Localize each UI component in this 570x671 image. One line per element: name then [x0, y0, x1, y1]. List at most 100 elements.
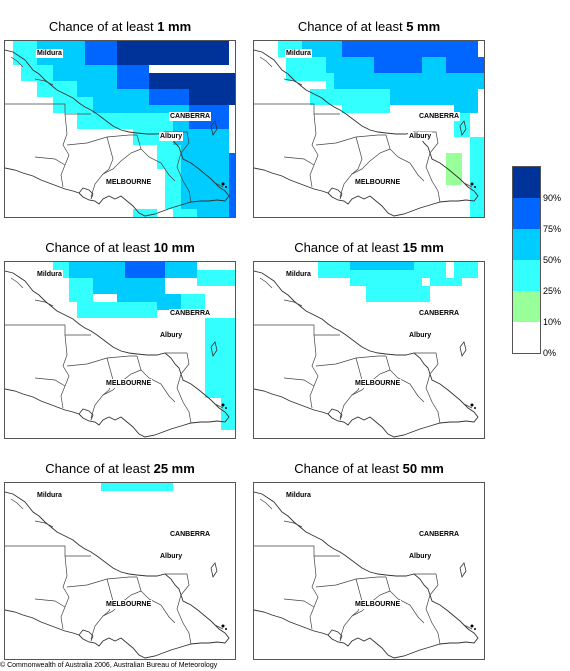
copyright-notice: © Commonwealth of Australia 2006, Austra…	[0, 662, 218, 669]
district-boundary	[463, 182, 473, 188]
threshold-amount: 15 mm	[402, 240, 444, 255]
district-boundary	[34, 156, 66, 166]
district-boundary	[425, 594, 441, 645]
probability-cell	[149, 73, 235, 89]
place-label-canberra: CANBERRA	[418, 530, 461, 539]
legend-swatch-10	[513, 291, 540, 322]
place-label-melbourne: MELBOURNE	[105, 178, 153, 187]
district-boundary	[309, 334, 319, 409]
probability-cell	[342, 41, 478, 57]
probability-cell	[302, 41, 342, 57]
place-label-mildura: Mildura	[285, 491, 312, 500]
district-boundary	[315, 576, 386, 588]
act-outline	[210, 341, 218, 358]
probability-cell	[53, 97, 93, 113]
probability-cell	[326, 73, 334, 89]
state-border	[254, 491, 479, 659]
district-boundary	[315, 134, 386, 146]
place-label-melbourne: MELBOURNE	[105, 379, 153, 388]
place-label-albury: Albury	[159, 331, 184, 340]
place-label-mildura: Mildura	[285, 49, 312, 58]
district-boundary	[283, 598, 315, 608]
location-dot	[221, 403, 225, 407]
district-boundary	[66, 576, 137, 588]
probability-cell	[350, 270, 422, 286]
probability-cell	[326, 57, 374, 73]
probability-cell	[470, 137, 484, 217]
district-boundary	[385, 576, 425, 624]
panel-title: Chance of at least 50 mm	[294, 461, 444, 476]
district-boundary	[5, 545, 91, 557]
act-outline	[459, 562, 467, 579]
legend-label-50: 50%	[543, 255, 562, 265]
district-boundary	[283, 520, 303, 528]
place-label-melbourne: MELBOURNE	[105, 600, 153, 609]
district-boundary	[136, 576, 176, 624]
probability-cell	[101, 483, 173, 491]
district-boundary	[254, 103, 340, 115]
state-border	[5, 49, 230, 217]
rainfall-map	[5, 483, 230, 659]
probability-cell	[77, 89, 149, 105]
panel-title: Chance of at least 1 mm	[48, 19, 192, 34]
place-label-mildura: Mildura	[36, 270, 63, 279]
probability-cell	[205, 318, 235, 398]
map-frame: Mildura CANBERRA Albury MELBOURNE	[4, 40, 236, 218]
location-dot	[474, 186, 476, 188]
district-boundary	[90, 148, 142, 198]
panel-title: Chance of at least 15 mm	[294, 240, 444, 255]
district-boundary	[214, 403, 224, 409]
probability-cell	[77, 302, 157, 318]
location-dot	[474, 407, 476, 409]
place-label-mildura: Mildura	[36, 491, 63, 500]
district-boundary	[10, 277, 24, 289]
district-boundary	[10, 498, 24, 510]
district-boundary	[34, 299, 54, 307]
district-boundary	[176, 373, 192, 424]
threshold-amount: 10 mm	[153, 240, 195, 255]
rainfall-map	[5, 262, 235, 438]
probability-cell	[37, 81, 77, 97]
district-boundary	[66, 355, 137, 367]
district-boundary	[214, 182, 224, 188]
state-border	[5, 270, 230, 438]
district-boundary	[60, 555, 70, 630]
threshold-amount: 25 mm	[153, 461, 195, 476]
rainfall-map	[254, 262, 479, 438]
district-boundary	[414, 573, 439, 596]
probability-cell	[454, 262, 478, 278]
place-label-albury: Albury	[159, 552, 184, 561]
district-boundary	[10, 56, 24, 68]
act-outline	[210, 120, 218, 137]
state-border	[254, 270, 479, 438]
district-boundary	[34, 78, 54, 86]
place-label-mildura: Mildura	[285, 270, 312, 279]
district-boundary	[102, 578, 114, 617]
bay-outline	[78, 629, 94, 642]
district-boundary	[385, 134, 425, 182]
location-dot	[470, 403, 474, 407]
district-boundary	[351, 357, 363, 396]
probability-cell	[286, 57, 326, 81]
district-boundary	[5, 103, 91, 115]
location-dot	[470, 182, 474, 186]
place-label-canberra: CANBERRA	[418, 309, 461, 318]
legend-label-90: 90%	[543, 193, 562, 203]
bay-outline	[78, 408, 94, 421]
probability-cell	[318, 262, 350, 278]
district-boundary	[385, 355, 425, 403]
probability-cell	[181, 161, 229, 217]
district-boundary	[60, 334, 70, 409]
probability-cell	[189, 89, 235, 105]
place-label-canberra: CANBERRA	[418, 112, 461, 121]
bay-outline	[78, 187, 94, 200]
district-boundary	[463, 624, 473, 630]
probability-cell	[430, 278, 462, 286]
district-boundary	[339, 148, 391, 198]
place-label-mildura: Mildura	[36, 49, 63, 58]
district-boundary	[165, 352, 190, 375]
district-boundary	[283, 78, 303, 86]
place-label-albury: Albury	[408, 132, 433, 141]
probability-cell	[125, 262, 165, 278]
color-legend: 90% 75% 50% 25% 10% 0%	[512, 166, 568, 358]
